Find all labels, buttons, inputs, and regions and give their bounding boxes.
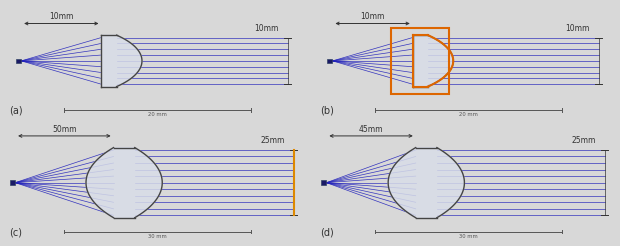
Text: 45mm: 45mm xyxy=(359,124,383,134)
Text: 10mm: 10mm xyxy=(254,24,278,33)
Text: 10mm: 10mm xyxy=(49,12,74,21)
Bar xyxy=(327,59,332,63)
Text: 25mm: 25mm xyxy=(260,136,285,145)
Text: 20 mm: 20 mm xyxy=(148,112,167,117)
Text: 30 mm: 30 mm xyxy=(148,234,167,239)
Text: 50mm: 50mm xyxy=(52,124,77,134)
Text: (a): (a) xyxy=(9,106,23,116)
Bar xyxy=(321,180,327,185)
Bar xyxy=(16,59,21,63)
Text: (c): (c) xyxy=(9,228,22,238)
Bar xyxy=(391,28,449,93)
Text: 25mm: 25mm xyxy=(572,136,596,145)
Polygon shape xyxy=(86,148,162,218)
Polygon shape xyxy=(413,35,453,87)
Text: 10mm: 10mm xyxy=(360,12,385,21)
Text: (b): (b) xyxy=(321,106,334,116)
Text: 30 mm: 30 mm xyxy=(459,234,478,239)
Text: (d): (d) xyxy=(321,228,334,238)
Bar xyxy=(10,180,16,185)
Text: 20 mm: 20 mm xyxy=(459,112,478,117)
Polygon shape xyxy=(102,35,142,87)
Polygon shape xyxy=(388,148,464,218)
Text: 10mm: 10mm xyxy=(565,24,590,33)
